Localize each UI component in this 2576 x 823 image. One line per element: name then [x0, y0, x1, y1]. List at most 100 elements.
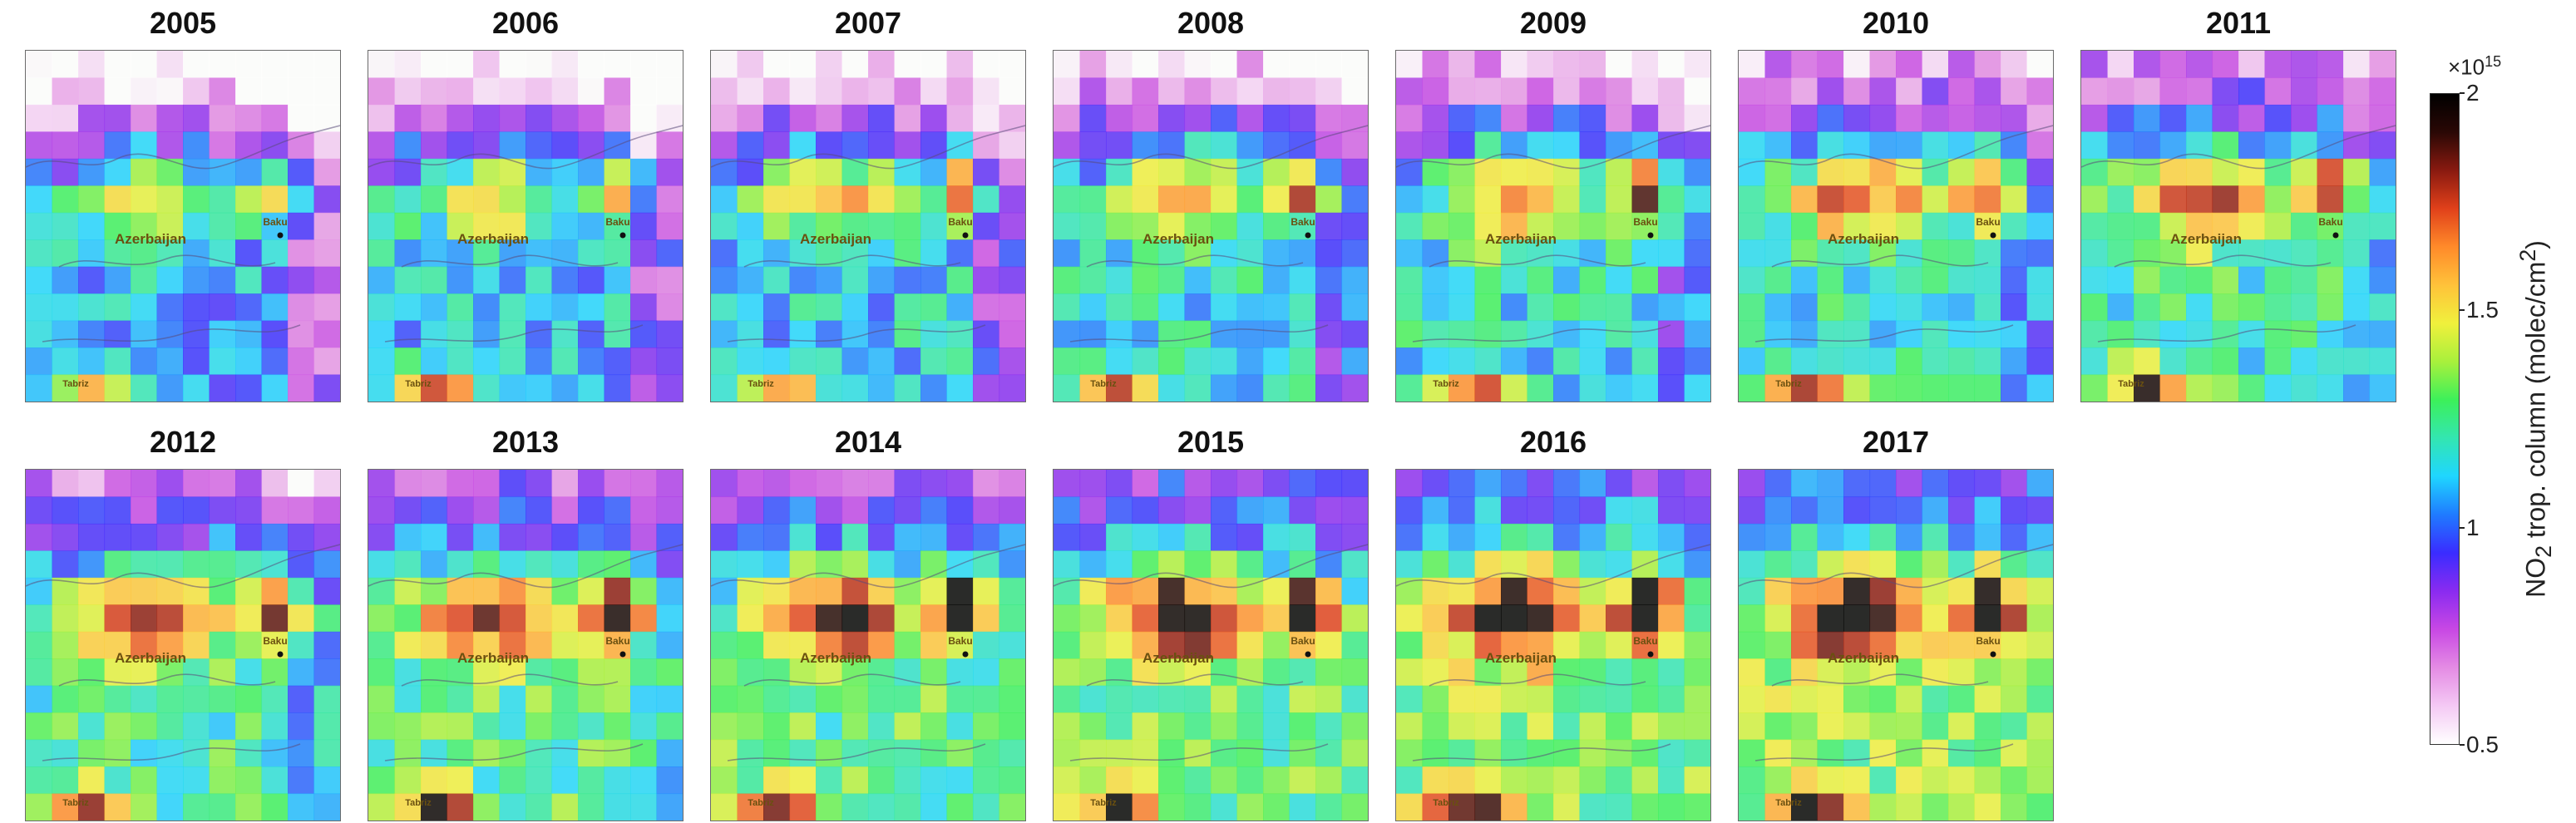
- no2-grid-cell: [1079, 550, 1107, 579]
- no2-grid-cell: [447, 604, 474, 633]
- no2-grid-cell: [288, 212, 315, 240]
- no2-grid-cell: [1211, 347, 1238, 376]
- no2-grid-cell: [841, 239, 869, 268]
- no2-grid-cell: [999, 658, 1025, 687]
- no2-grid-cell: [1658, 374, 1685, 402]
- no2-grid-cell: [1184, 550, 1212, 579]
- no2-grid-cell: [737, 550, 764, 579]
- no2-grid-cell: [1079, 604, 1107, 633]
- no2-grid-cell: [1684, 185, 1710, 214]
- no2-grid-cell: [1501, 293, 1528, 322]
- map-panel-2014: 2014 Azerbaijan Baku Tabriz: [710, 422, 1026, 821]
- no2-grid-cell: [1211, 523, 1238, 551]
- no2-grid-cell: [235, 631, 263, 659]
- no2-grid-cell: [711, 577, 738, 605]
- no2-grid-cell: [1474, 293, 1502, 322]
- no2-grid-cell: [868, 239, 896, 268]
- capital-label: Baku: [948, 635, 972, 647]
- no2-grid-cell: [235, 212, 263, 240]
- no2-grid-cell: [313, 266, 340, 294]
- no2-grid-cell: [2001, 374, 2028, 402]
- no2-grid-cell: [2134, 104, 2161, 132]
- no2-grid-cell: [313, 239, 340, 268]
- no2-grid-cell: [499, 523, 526, 551]
- no2-grid-cell: [1579, 320, 1606, 348]
- no2-grid-cell: [1764, 104, 1792, 132]
- no2-grid-cell: [313, 793, 340, 821]
- no2-grid-cell: [1315, 712, 1343, 741]
- no2-grid-cell: [473, 374, 501, 402]
- no2-grid-cell: [1658, 604, 1685, 633]
- no2-grid-cell: [868, 470, 896, 498]
- no2-grid-cell: [1263, 470, 1290, 498]
- no2-grid-cell: [1184, 496, 1212, 525]
- no2-grid-cell: [288, 739, 315, 767]
- no2-grid-cell: [1396, 77, 1424, 106]
- no2-grid-cell: [2291, 158, 2318, 186]
- no2-grid-cell: [946, 212, 974, 240]
- no2-grid-cell: [421, 604, 448, 633]
- no2-grid-cell: [1501, 739, 1528, 767]
- no2-grid-cell: [578, 577, 605, 605]
- no2-grid-cell: [1739, 523, 1766, 551]
- no2-grid-cell: [1501, 604, 1528, 633]
- no2-grid-cell: [52, 266, 79, 294]
- no2-grid-cell: [526, 320, 553, 348]
- no2-grid-cell: [1211, 604, 1238, 633]
- no2-grid-cell: [52, 793, 79, 821]
- no2-grid-cell: [1474, 523, 1502, 551]
- no2-grid-cell: [1631, 604, 1659, 633]
- no2-map: Azerbaijan Baku Tabriz: [710, 469, 1026, 821]
- no2-grid-cell: [763, 320, 791, 348]
- no2-grid-cell: [1054, 766, 1081, 795]
- no2-grid-cell: [604, 496, 631, 525]
- no2-grid-cell: [447, 577, 474, 605]
- no2-grid-cell: [1054, 374, 1081, 402]
- no2-grid-cell: [1922, 185, 1949, 214]
- no2-grid-cell: [52, 51, 79, 79]
- no2-grid-cell: [526, 550, 553, 579]
- no2-grid-cell: [1739, 293, 1766, 322]
- no2-grid-cell: [1579, 51, 1606, 79]
- no2-grid-cell: [499, 374, 526, 402]
- no2-grid-cell: [2238, 185, 2266, 214]
- no2-grid-cell: [183, 293, 210, 322]
- no2-grid-cell: [551, 550, 579, 579]
- no2-grid-cell: [551, 51, 579, 79]
- no2-grid-cell: [2001, 577, 2028, 605]
- no2-grid-cell: [604, 766, 631, 795]
- no2-grid-cell: [52, 712, 79, 741]
- no2-grid-cell: [973, 158, 1000, 186]
- capital-marker: [1990, 232, 1996, 239]
- no2-grid-cell: [1658, 266, 1685, 294]
- no2-grid-cell: [789, 293, 817, 322]
- no2-grid-cell: [104, 496, 131, 525]
- no2-grid-cell: [973, 266, 1000, 294]
- no2-grid-cell: [2159, 131, 2187, 160]
- no2-grid-cell: [551, 685, 579, 713]
- no2-grid-cell: [1211, 739, 1238, 767]
- no2-grid-cell: [235, 739, 263, 767]
- no2-grid-cell: [1211, 104, 1238, 132]
- no2-grid-cell: [1606, 374, 1633, 402]
- no2-grid-cell: [1817, 577, 1844, 605]
- no2-grid-cell: [894, 293, 921, 322]
- no2-grid-cell: [1341, 550, 1368, 579]
- no2-grid-cell: [1974, 347, 2001, 376]
- no2-grid-cell: [1448, 131, 1476, 160]
- no2-grid-cell: [1054, 158, 1081, 186]
- no2-grid-cell: [78, 604, 106, 633]
- no2-grid-cell: [2001, 712, 2028, 741]
- capital-marker: [619, 232, 626, 239]
- no2-grid-cell: [1236, 374, 1264, 402]
- no2-grid-cell: [288, 374, 315, 402]
- no2-grid-cell: [2026, 266, 2053, 294]
- no2-grid-cell: [1631, 77, 1659, 106]
- no2-grid-cell: [711, 185, 738, 214]
- no2-grid-cell: [999, 712, 1025, 741]
- map-panel-2012: 2012 Azerbaijan Baku Tabriz: [25, 422, 341, 821]
- no2-grid-cell: [1236, 77, 1264, 106]
- no2-grid-cell: [183, 239, 210, 268]
- no2-grid-cell: [630, 523, 658, 551]
- no2-grid-cell: [1684, 239, 1710, 268]
